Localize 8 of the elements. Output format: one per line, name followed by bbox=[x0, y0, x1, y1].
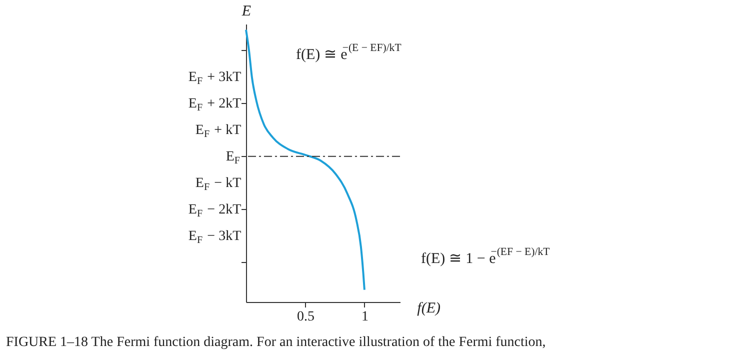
line-series bbox=[245, 28, 366, 291]
annotation: f(E) ≅ e−(E − EF)/kT bbox=[296, 42, 402, 63]
y-axis-title: E bbox=[240, 4, 252, 20]
x-tick-label: 0.5 bbox=[296, 310, 314, 324]
x-axis-title: f(E) bbox=[417, 300, 440, 316]
text: f(E) ≅ 1 − e−(EF − E)/kT bbox=[421, 246, 550, 267]
caption: FIGURE 1–18 The Fermi function diagram. For an interactive illustration of the Fermi function, bbox=[6, 335, 546, 350]
x-tick-label: 1 bbox=[361, 310, 368, 324]
